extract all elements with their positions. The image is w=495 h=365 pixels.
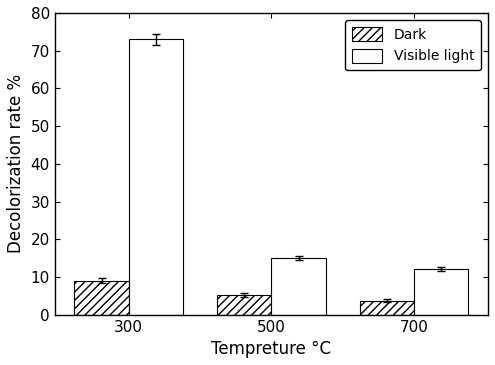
X-axis label: Tempreture °C: Tempreture °C: [211, 340, 331, 358]
Bar: [217, 295, 271, 315]
Bar: [360, 301, 414, 315]
Bar: [271, 258, 326, 315]
Bar: [414, 269, 468, 315]
Y-axis label: Decolorization rate %: Decolorization rate %: [7, 74, 25, 253]
Bar: [129, 39, 183, 315]
Legend: Dark, Visible light: Dark, Visible light: [345, 20, 481, 70]
Bar: [74, 281, 129, 315]
